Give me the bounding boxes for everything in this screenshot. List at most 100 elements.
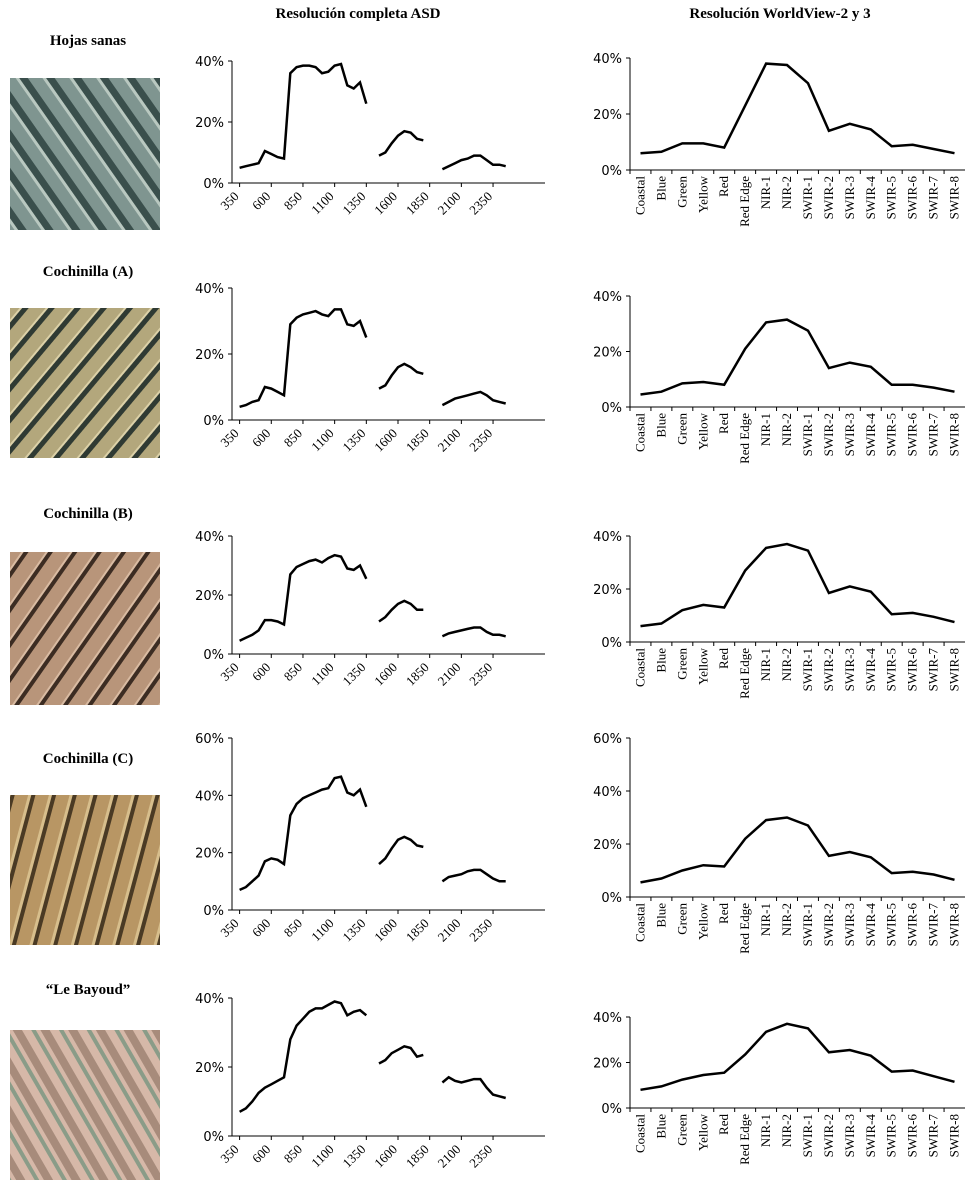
y-tick-label: 20% xyxy=(195,589,224,604)
x-tick-label: 1850 xyxy=(403,660,432,689)
x-tick-label: SWIR-5 xyxy=(884,903,899,946)
x-tick-label: Green xyxy=(674,903,689,935)
x-tick-label: SWIR-5 xyxy=(884,1114,899,1157)
x-tick-label: SWIR-8 xyxy=(947,176,962,219)
y-tick-label: 40% xyxy=(195,789,224,804)
x-tick-label: 1350 xyxy=(339,426,368,455)
photos xyxy=(10,78,160,1180)
band-line xyxy=(641,544,955,626)
band-line xyxy=(641,320,955,395)
x-tick-label: NIR-2 xyxy=(779,176,794,209)
x-tick-label: 2100 xyxy=(434,916,463,945)
y-tick-label: 0% xyxy=(601,164,622,179)
y-tick-label: 20% xyxy=(593,1057,622,1072)
x-tick-label: 1350 xyxy=(339,660,368,689)
x-tick-label: NIR-2 xyxy=(779,1114,794,1147)
x-tick-label: 1600 xyxy=(371,189,400,218)
x-tick-label: 1600 xyxy=(371,426,400,455)
y-tick-label: 0% xyxy=(601,1102,622,1117)
x-tick-label: 1850 xyxy=(403,426,432,455)
y-tick-label: 40% xyxy=(593,530,622,545)
x-tick-label: Blue xyxy=(653,413,668,438)
x-tick-label: 1350 xyxy=(339,189,368,218)
y-tick-label: 20% xyxy=(195,847,224,862)
x-tick-label: 2100 xyxy=(434,660,463,689)
x-tick-label: SWIR-5 xyxy=(884,413,899,456)
x-tick-label: SWIR-7 xyxy=(926,413,941,457)
x-tick-label: SWIR-4 xyxy=(863,413,878,457)
x-tick-label: 600 xyxy=(249,660,273,684)
y-tick-label: 0% xyxy=(203,648,224,663)
x-tick-label: NIR-2 xyxy=(779,413,794,446)
x-tick-label: 2350 xyxy=(466,1142,495,1171)
spectrum-line xyxy=(240,309,506,406)
x-tick-label: SWIR-4 xyxy=(863,1114,878,1158)
y-tick-label: 60% xyxy=(593,732,622,747)
x-tick-label: SWIR-7 xyxy=(926,903,941,947)
y-tick-label: 20% xyxy=(195,1061,224,1076)
x-tick-label: Red Edge xyxy=(737,176,752,227)
row-label: Cochinilla (B) xyxy=(43,506,133,522)
x-tick-label: Yellow xyxy=(695,647,710,685)
x-tick-label: 1600 xyxy=(371,916,400,945)
x-tick-label: Yellow xyxy=(695,175,710,213)
figure: Resolución completa ASD Resolución World… xyxy=(0,0,973,1188)
photo xyxy=(10,1030,160,1180)
x-tick-label: 850 xyxy=(281,916,305,940)
x-tick-label: 1100 xyxy=(308,660,337,689)
y-tick-label: 40% xyxy=(593,290,622,305)
y-tick-label: 20% xyxy=(593,838,622,853)
x-tick-label: SWIR-4 xyxy=(863,648,878,692)
column-title: Resolución WorldView-2 y 3 xyxy=(689,6,870,22)
x-tick-label: 1600 xyxy=(371,660,400,689)
x-tick-label: SWIR-2 xyxy=(821,413,836,456)
x-tick-label: SWIR-1 xyxy=(800,648,815,691)
row-label: Cochinilla (C) xyxy=(43,751,133,767)
x-tick-label: Red Edge xyxy=(737,1114,752,1165)
spectrum-line xyxy=(240,777,506,890)
x-tick-label: Red xyxy=(716,176,731,197)
x-tick-label: 850 xyxy=(281,426,305,450)
y-tick-label: 40% xyxy=(195,55,224,70)
x-tick-label: Red Edge xyxy=(737,413,752,464)
x-tick-label: 850 xyxy=(281,660,305,684)
x-tick-label: SWIR-2 xyxy=(821,176,836,219)
x-tick-label: 350 xyxy=(217,189,241,213)
y-tick-label: 0% xyxy=(601,401,622,416)
x-tick-label: Blue xyxy=(653,648,668,673)
x-tick-label: SWIR-2 xyxy=(821,1114,836,1157)
x-tick-label: NIR-1 xyxy=(758,413,773,446)
band-line xyxy=(641,818,955,883)
x-tick-label: Coastal xyxy=(632,176,647,215)
row-label: “Le Bayoud” xyxy=(46,982,131,998)
x-tick-label: Blue xyxy=(653,1114,668,1139)
y-tick-label: 60% xyxy=(195,732,224,747)
x-tick-label: SWIR-6 xyxy=(905,176,920,220)
y-tick-label: 40% xyxy=(593,52,622,67)
x-tick-label: 1350 xyxy=(339,1142,368,1171)
x-tick-label: SWIR-1 xyxy=(800,413,815,456)
x-tick-label: Yellow xyxy=(695,1113,710,1151)
x-tick-label: 1850 xyxy=(403,1142,432,1171)
x-tick-label: Yellow xyxy=(695,412,710,450)
photo xyxy=(10,552,160,705)
x-tick-label: SWIR-1 xyxy=(800,903,815,946)
x-tick-label: SWIR-1 xyxy=(800,176,815,219)
x-tick-label: 600 xyxy=(249,189,273,213)
x-tick-label: Red xyxy=(716,413,731,434)
x-tick-label: SWIR-3 xyxy=(842,903,857,946)
x-tick-label: SWIR-4 xyxy=(863,176,878,220)
y-tick-label: 0% xyxy=(203,904,224,919)
x-tick-label: 600 xyxy=(249,426,273,450)
x-tick-label: 850 xyxy=(281,189,305,213)
photo xyxy=(10,78,160,230)
band-line xyxy=(641,1024,955,1090)
x-tick-label: SWIR-4 xyxy=(863,903,878,947)
x-tick-label: 350 xyxy=(217,660,241,684)
x-tick-label: 2100 xyxy=(434,426,463,455)
y-tick-label: 0% xyxy=(203,177,224,192)
x-tick-label: 600 xyxy=(249,1142,273,1166)
x-tick-label: SWIR-2 xyxy=(821,648,836,691)
photo xyxy=(10,308,160,458)
x-tick-label: 1350 xyxy=(339,916,368,945)
